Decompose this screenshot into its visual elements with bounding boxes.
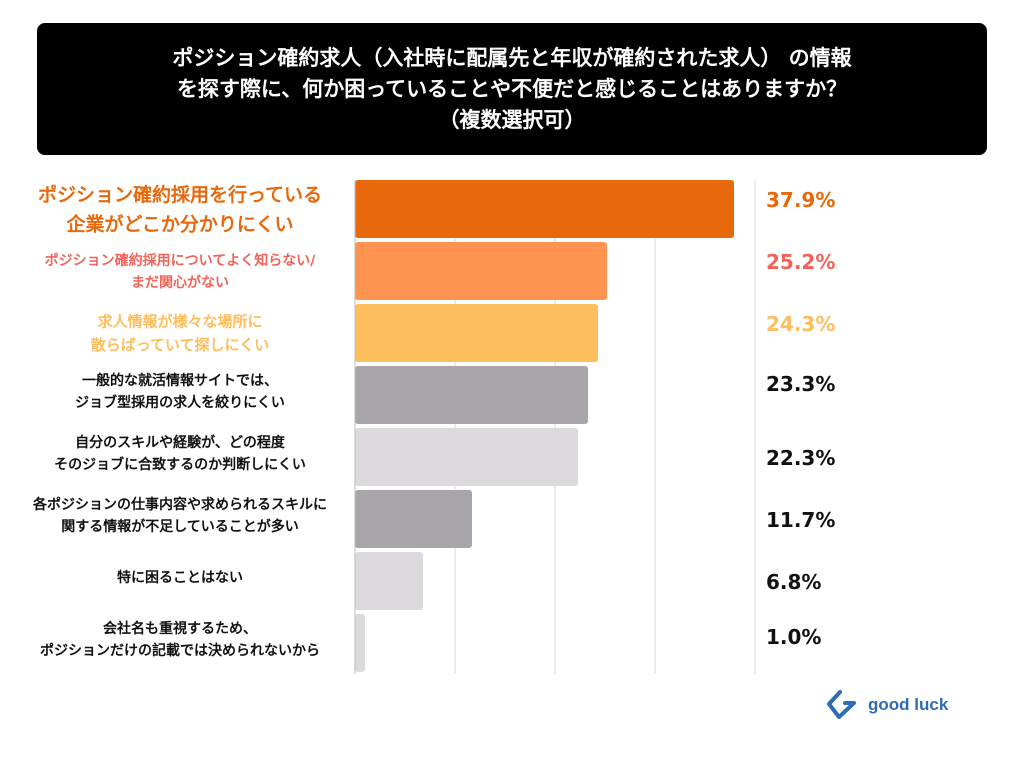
category-label: 一般的な就活情報サイトでは、 [82,372,278,389]
bar [355,552,423,610]
bar [355,304,598,362]
logo: good luck [826,690,948,720]
data-label: 37.9% [766,188,835,212]
data-label: 23.3% [766,372,835,396]
bar [355,242,607,300]
category-label: ポジション確約採用を行っている [38,183,322,206]
chart-title: ポジション確約求人（入社時に配属先と年収が確約された求人） の情報 を探す際に、… [37,23,987,155]
category-label: 各ポジションの仕事内容や求められるスキルに [32,496,327,513]
logo-text: good luck [868,695,949,714]
category-label: まだ関心がない [131,274,229,291]
category-label: 散らばっていて探しにくい [91,336,270,354]
title-line: ポジション確約求人（入社時に配属先と年収が確約された求人） の情報 [172,45,852,70]
category-label: 特に困ることはない [117,569,243,586]
logo-icon [827,690,856,719]
title-line: （複数選択可） [438,107,586,132]
category-label: 自分のスキルや経験が、どの程度 [75,434,286,451]
category-label: 企業がどこか分かりにくい [65,212,293,235]
category-label: 求人情報が様々な場所に [97,313,262,331]
category-label: そのジョブに合致するのか判断しにくい [54,456,306,473]
data-label: 6.8% [766,570,821,594]
bar [355,490,472,548]
bar [355,428,578,486]
data-label: 25.2% [766,250,835,274]
data-label: 11.7% [766,508,835,532]
category-label: 関する情報が不足していることが多い [61,518,299,535]
category-label: ポジションだけの記載では決められないから [40,642,320,659]
bar [355,614,365,672]
bar [355,366,588,424]
bar [355,180,734,238]
data-label: 24.3% [766,312,835,336]
data-label: 22.3% [766,446,835,470]
data-label: 1.0% [766,625,821,649]
category-label: ジョブ型採用の求人を絞りにくい [75,394,285,411]
category-label: ポジション確約採用についてよく知らない/ [45,252,317,269]
title-line: を探す際に、何か困っていることや不便だと感じることはありますか？ [176,76,848,101]
category-label: 会社名も重視するため、 [103,620,257,637]
